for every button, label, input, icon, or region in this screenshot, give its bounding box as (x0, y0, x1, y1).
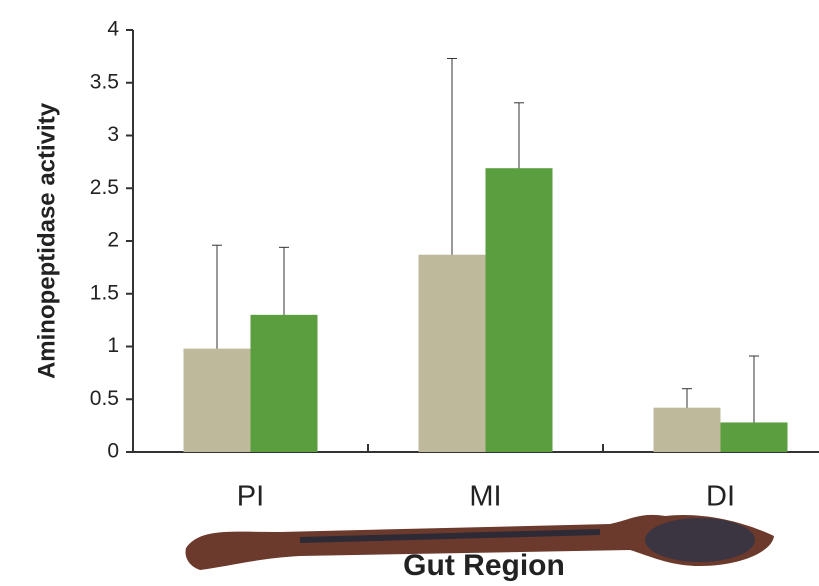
bar (721, 422, 788, 452)
x-tick-label: DI (706, 481, 735, 513)
bar (251, 315, 318, 452)
gut-shade (645, 518, 755, 562)
chart: Gut Region Aminopeptidase activity 0 0.5 1… (0, 0, 819, 586)
y-tick-label: 1 (107, 334, 119, 357)
y-tick-label: 0 (107, 440, 119, 463)
y-tick-label: 4 (107, 18, 119, 41)
y-tick-label: 3 (107, 123, 119, 146)
x-tick-label: PI (237, 481, 264, 513)
x-axis-title: Gut Region (403, 549, 565, 582)
y-tick-label: 3.5 (90, 70, 119, 93)
bar (486, 168, 553, 452)
y-tick-label: 0.5 (90, 387, 119, 410)
y-axis-title: Aminopeptidase activity (33, 102, 60, 379)
y-tick-label: 1.5 (90, 281, 119, 304)
y-tick-label: 2.5 (90, 176, 119, 199)
bar (654, 408, 721, 452)
bar (419, 255, 486, 452)
bar (184, 349, 251, 452)
x-tick-label: MI (469, 481, 501, 513)
y-tick-label: 2 (107, 229, 119, 252)
